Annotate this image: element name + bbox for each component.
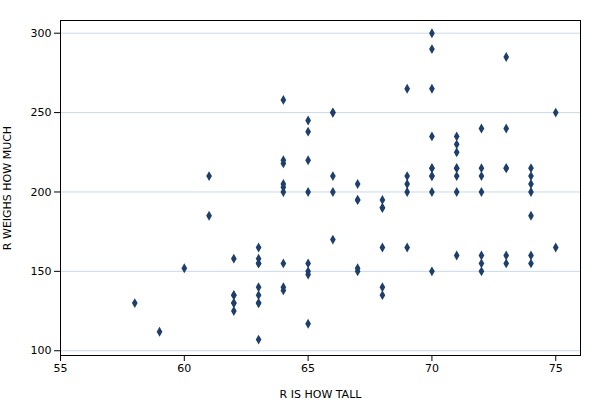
svg-text:70: 70 xyxy=(425,362,439,375)
svg-text:300: 300 xyxy=(31,27,52,40)
svg-text:75: 75 xyxy=(549,362,563,375)
svg-text:200: 200 xyxy=(31,185,52,198)
svg-text:60: 60 xyxy=(177,362,191,375)
svg-text:55: 55 xyxy=(54,362,68,375)
svg-text:R IS HOW TALL: R IS HOW TALL xyxy=(280,388,363,400)
svg-text:150: 150 xyxy=(31,265,52,278)
svg-text:100: 100 xyxy=(31,344,52,357)
svg-text:250: 250 xyxy=(31,106,52,119)
svg-text:R WEIGHS HOW MUCH: R WEIGHS HOW MUCH xyxy=(1,126,14,250)
svg-text:65: 65 xyxy=(301,362,315,375)
